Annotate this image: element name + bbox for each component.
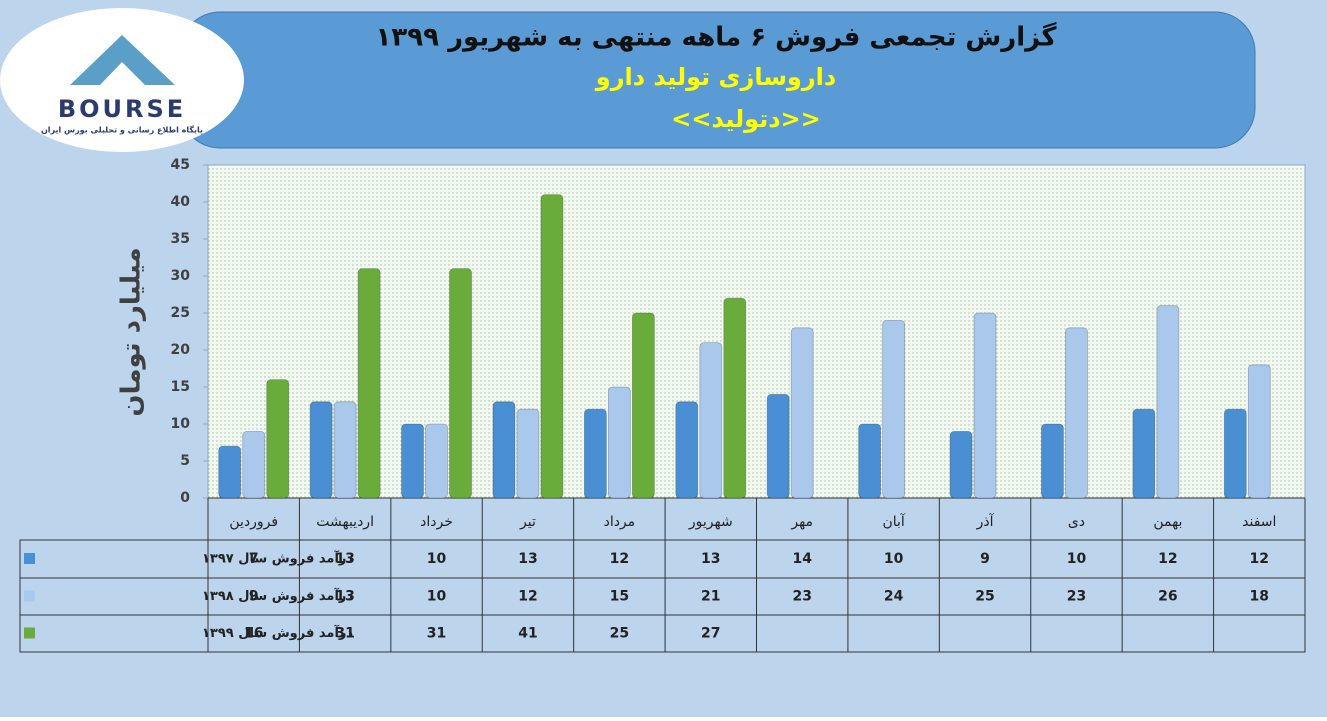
bar xyxy=(583,408,607,499)
chart-symbol: <<دتولید>> xyxy=(671,105,820,133)
legend-label: درآمد فروش سال ۱۳۹۹ xyxy=(202,624,353,641)
chart-subtitle: داروسازی تولید دارو xyxy=(595,63,836,91)
table-value: 18 xyxy=(1250,589,1269,605)
legend-label: درآمد فروش سال ۱۳۹۸ xyxy=(202,587,353,604)
bar xyxy=(1247,364,1271,499)
table-value: 23 xyxy=(1067,589,1086,605)
bar xyxy=(1156,305,1180,499)
x-tick-label: تیر xyxy=(519,514,536,530)
y-tick-label: 20 xyxy=(171,342,191,358)
bar xyxy=(218,445,242,499)
bar xyxy=(1041,423,1064,499)
plot-area xyxy=(207,164,1306,499)
bar xyxy=(492,401,516,499)
legend-label: درآمد فروش سال ۱۳۹۷ xyxy=(202,550,353,567)
table-value: 27 xyxy=(701,626,720,642)
bar xyxy=(266,379,290,499)
table-value: 14 xyxy=(792,551,812,567)
table-value: 16 xyxy=(244,626,263,642)
table-value: 12 xyxy=(1158,551,1177,567)
x-tick-label: آبان xyxy=(882,513,905,530)
bar xyxy=(449,268,472,499)
bar xyxy=(675,401,699,499)
table-value: 31 xyxy=(335,626,354,642)
y-tick-label: 25 xyxy=(171,305,190,321)
bar xyxy=(607,386,631,499)
x-tick-label: مرداد xyxy=(604,514,636,530)
legend-swatch xyxy=(24,627,35,639)
bar xyxy=(401,423,424,499)
y-tick-label: 5 xyxy=(180,453,190,469)
table-value: 12 xyxy=(610,551,629,567)
y-tick-label: 45 xyxy=(171,157,190,173)
table-value: 10 xyxy=(884,551,904,567)
table-value: 26 xyxy=(1158,589,1177,605)
x-tick-label: اردیبهشت xyxy=(316,514,374,530)
bar xyxy=(1132,408,1156,499)
x-tick-label: خرداد xyxy=(420,514,453,530)
y-tick-label: 30 xyxy=(171,268,191,284)
table-value: 13 xyxy=(518,551,537,567)
table-value: 12 xyxy=(1250,551,1269,567)
bar xyxy=(357,268,381,499)
table-value: 13 xyxy=(335,551,354,567)
x-tick-label: فروردین xyxy=(229,514,278,530)
bar xyxy=(540,194,564,499)
table-value: 24 xyxy=(884,589,904,605)
bar xyxy=(973,312,997,499)
table-value: 9 xyxy=(249,589,259,605)
table-value: 10 xyxy=(427,589,447,605)
logo-background xyxy=(0,8,244,152)
x-tick-label: آذر xyxy=(976,513,995,530)
table-value: 25 xyxy=(975,589,994,605)
x-tick-label: بهمن xyxy=(1153,514,1182,530)
y-axis-label: میلیارد تومان xyxy=(117,247,147,416)
y-tick-label: 40 xyxy=(171,194,191,210)
bar xyxy=(858,423,882,499)
y-tick-label: 35 xyxy=(171,231,190,247)
bar xyxy=(333,401,357,499)
bar xyxy=(309,401,333,499)
bar xyxy=(790,327,814,499)
table-value: 12 xyxy=(518,589,537,605)
bar xyxy=(1223,408,1247,499)
bar xyxy=(1065,327,1088,499)
table-value: 25 xyxy=(610,626,629,642)
table-value: 7 xyxy=(249,551,259,567)
table-value: 31 xyxy=(427,626,446,642)
bar xyxy=(631,312,655,499)
x-tick-label: اسفند xyxy=(1242,514,1276,530)
logo-tagline: پایگاه اطلاع رسانی و تحلیلی بورس ایران xyxy=(41,125,203,136)
x-tick-label: شهریور xyxy=(688,514,733,530)
y-tick-label: 0 xyxy=(180,490,190,506)
table-value: 41 xyxy=(518,626,537,642)
legend-swatch xyxy=(24,553,35,564)
x-tick-label: دی xyxy=(1068,514,1085,530)
logo-mark xyxy=(70,35,175,85)
bar xyxy=(766,393,790,499)
bar xyxy=(699,342,723,499)
bar xyxy=(242,430,266,499)
bar xyxy=(516,408,540,499)
x-tick-label: مهر xyxy=(790,514,813,530)
table-value: 23 xyxy=(792,589,811,605)
table-value: 13 xyxy=(701,551,720,567)
table-value: 15 xyxy=(610,589,629,605)
legend-swatch xyxy=(24,590,35,602)
bar xyxy=(723,297,747,499)
table-value: 10 xyxy=(1067,551,1087,567)
table-value: 9 xyxy=(980,551,990,567)
y-tick-label: 10 xyxy=(171,416,191,432)
bar xyxy=(882,319,906,499)
y-tick-label: 15 xyxy=(171,379,190,395)
bar xyxy=(949,430,973,499)
bar xyxy=(425,423,448,499)
table-value: 10 xyxy=(427,551,447,567)
table-value: 13 xyxy=(335,589,354,605)
logo-name: BOURSE xyxy=(58,95,186,123)
chart-title: گزارش تجمعی فروش ۶ ماهه منتهی به شهریور … xyxy=(376,22,1058,53)
table-value: 21 xyxy=(701,589,720,605)
